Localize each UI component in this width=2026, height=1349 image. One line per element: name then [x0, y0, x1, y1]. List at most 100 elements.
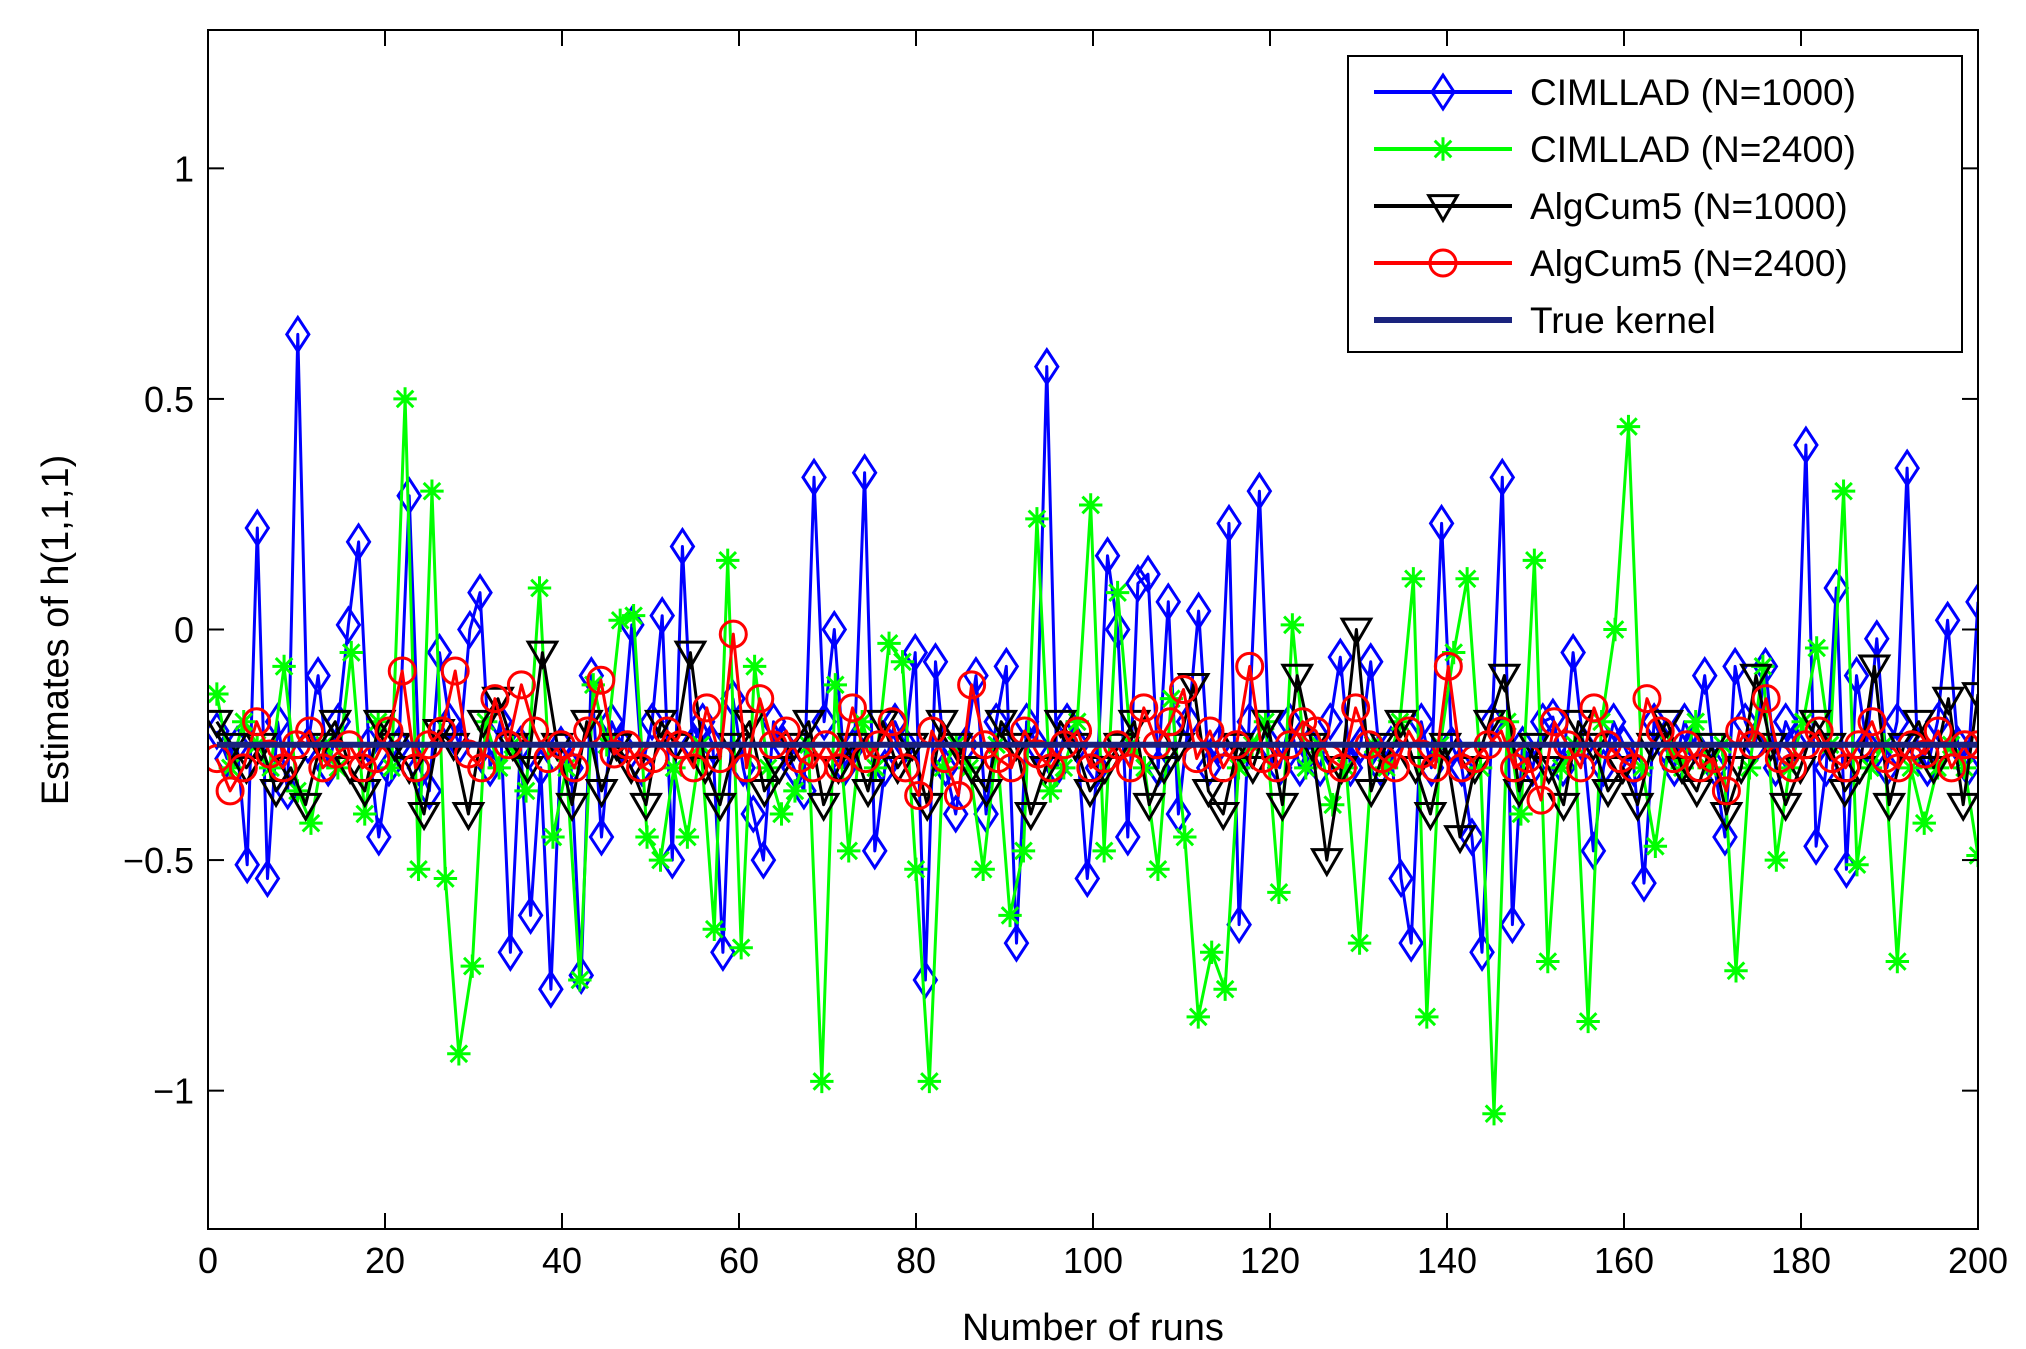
series-2-point: [1253, 710, 1278, 734]
series-2-point: [756, 756, 780, 780]
x-tick-label: 80: [896, 1240, 936, 1281]
series-1-point: [1489, 457, 1516, 497]
series-2-point: [1482, 1102, 1506, 1126]
series-4-point: [1884, 753, 1914, 783]
series-2-point: [1011, 839, 1036, 863]
series-1-point: [1803, 826, 1829, 866]
series-1-point: [436, 702, 463, 742]
series-1-point: [1135, 554, 1161, 594]
series-2-point: [702, 917, 726, 941]
x-tick-label: 0: [198, 1240, 218, 1281]
series-2-point: [769, 802, 794, 826]
series-3-point: [362, 709, 397, 740]
series-3-point: [643, 709, 678, 740]
series-1-point: [861, 831, 888, 871]
series-3-point: [851, 779, 885, 809]
series-3-point: [481, 686, 515, 716]
series-2-point: [648, 848, 673, 872]
series-3-point: [1857, 654, 1892, 684]
series-1-point: [1712, 817, 1738, 857]
series-2-point: [1038, 779, 1063, 803]
series-2-point: [1495, 710, 1520, 734]
series-4-point: [1632, 684, 1662, 714]
series-3-point: [969, 779, 1004, 809]
series-2-point: [1455, 567, 1479, 591]
series-1-point: [335, 605, 362, 645]
series-2-point: [1603, 617, 1627, 642]
series-3-point: [629, 792, 663, 823]
series-2-point: [1186, 1005, 1210, 1029]
series-2-point: [1334, 756, 1358, 780]
series-2-point: [299, 811, 323, 835]
series-2-point: [1146, 857, 1170, 881]
x-tick-label: 100: [1063, 1240, 1123, 1281]
series-2-point: [1374, 756, 1399, 780]
series-2-point: [527, 576, 552, 600]
x-axis-label: Number of runs: [962, 1307, 1224, 1349]
series-3-point: [984, 709, 1019, 740]
series-1-point: [254, 858, 281, 899]
series-3-point: [1591, 779, 1625, 809]
series-2-point: [568, 968, 592, 992]
series-1-point: [1459, 817, 1485, 857]
series-1-point: [497, 932, 524, 972]
series-2-point: [1885, 949, 1910, 974]
series-4-point: [1566, 753, 1596, 783]
series-4-point: [1380, 753, 1410, 783]
series-4-point: [957, 670, 987, 700]
series-2-point: [662, 756, 686, 780]
series-2-point: [447, 1042, 471, 1066]
series-4-point: [1327, 753, 1357, 783]
x-tick-label: 160: [1594, 1240, 1654, 1281]
series-1-point: [1114, 817, 1141, 857]
series-1-point: [578, 655, 605, 696]
series-1-point: [1033, 347, 1060, 387]
series-4-point: [1526, 785, 1556, 815]
series-2-point: [1173, 825, 1197, 849]
series-3-point: [555, 792, 589, 823]
series-2-point: [837, 839, 861, 863]
series-2-point: [904, 857, 928, 881]
series-2-point: [850, 710, 874, 734]
series-1-point: [1641, 702, 1667, 742]
series-2-point: [675, 825, 700, 849]
series-4-point: [440, 656, 470, 686]
series-4-point: [480, 684, 510, 714]
series-2-point: [1079, 493, 1103, 517]
series-2-point: [1441, 640, 1466, 665]
series-3-point: [954, 755, 989, 786]
series-1-point: [851, 453, 878, 493]
series-4-point: [1433, 651, 1463, 681]
series-1-point: [1691, 655, 1718, 696]
series-1-point: [264, 702, 291, 742]
series-3-point: [1961, 682, 1978, 712]
series-2-point: [1267, 880, 1291, 905]
series-3-point: [791, 709, 826, 740]
series-3-point: [1561, 709, 1596, 740]
series-1-point: [1357, 642, 1384, 682]
series-3-point: [1472, 709, 1507, 740]
series-4-point: [1208, 753, 1238, 783]
series-1-point: [568, 955, 595, 996]
x-tick-label: 200: [1948, 1240, 2008, 1281]
series-1-point: [467, 572, 493, 613]
series-1-point: [1398, 923, 1425, 963]
series-2-point: [1159, 686, 1184, 711]
legend-entry-4: AlgCum5 (N=2400): [1374, 243, 1848, 284]
y-tick-label: −0.5: [123, 840, 194, 881]
series-1-point: [1631, 863, 1657, 903]
series-3-point: [1931, 686, 1966, 716]
series-4-point: [904, 781, 934, 811]
series-3-point: [451, 802, 486, 832]
series-4-point: [1778, 753, 1808, 783]
series-4-point: [1129, 693, 1159, 723]
series-4-point: [1910, 739, 1940, 769]
series-4-point: [1539, 707, 1569, 737]
series-3-point: [1916, 755, 1951, 786]
series-2-point: [460, 954, 484, 978]
series-2-point: [1845, 852, 1869, 877]
series-3-point: [1354, 779, 1389, 809]
x-tick-label: 180: [1771, 1240, 1831, 1281]
series-2-point: [285, 779, 310, 803]
series-1-point: [1104, 609, 1131, 650]
